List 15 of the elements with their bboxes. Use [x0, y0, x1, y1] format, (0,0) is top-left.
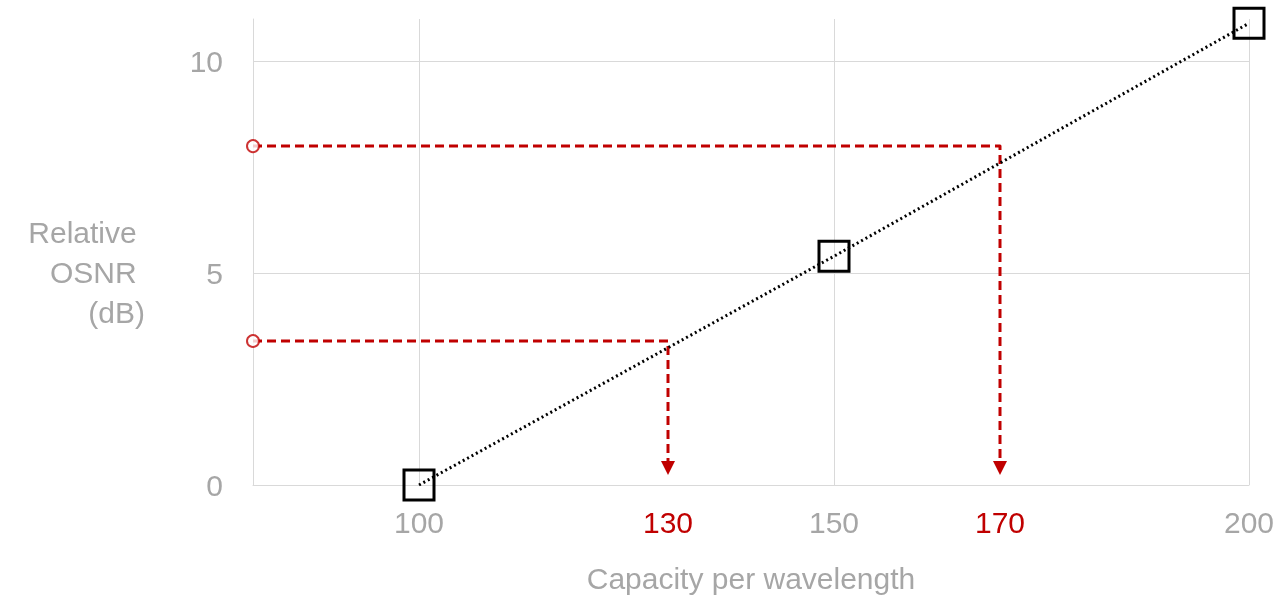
y-axis-title: Relative OSNR (dB)	[28, 215, 145, 329]
point	[246, 139, 260, 154]
x-tick-label: 150	[808, 505, 860, 539]
annotation: 130	[642, 505, 694, 539]
point	[402, 468, 436, 502]
point	[246, 333, 260, 348]
y-tick-label: 10	[189, 44, 223, 78]
point	[817, 239, 851, 273]
y-tick-label: 0	[206, 468, 223, 502]
annotation: 170	[974, 505, 1026, 539]
x-tick-label: 200	[1223, 505, 1275, 539]
x-axis-title: Capacity per wavelength	[586, 561, 916, 595]
y-tick-label: 5	[206, 256, 223, 290]
point	[1232, 6, 1266, 40]
x-tick-label: 100	[393, 505, 445, 539]
